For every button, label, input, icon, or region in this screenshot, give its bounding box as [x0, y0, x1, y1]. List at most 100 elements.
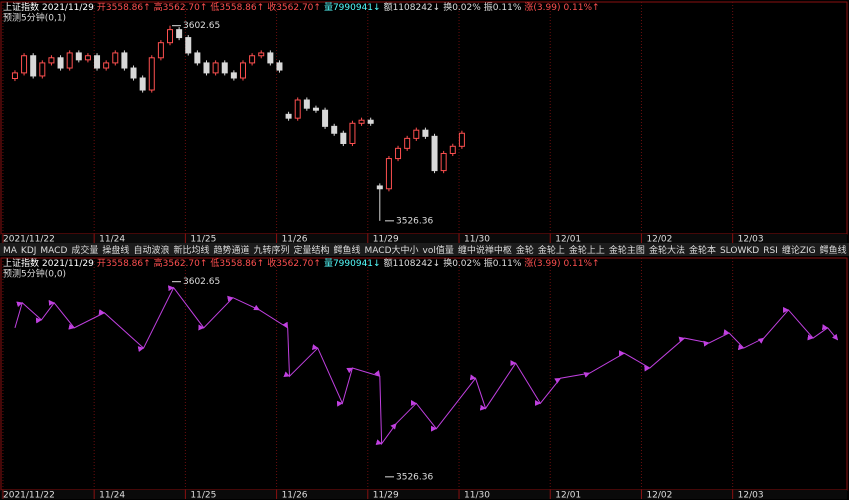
x-tick-label: 11/24	[99, 235, 125, 245]
candle-body	[312, 107, 319, 111]
info-item: 换0.02%	[443, 1, 481, 13]
candle-body	[48, 57, 55, 64]
candle-body	[422, 129, 429, 137]
toolbar-item[interactable]: RSI	[763, 246, 778, 256]
candle-body	[75, 52, 82, 61]
toolbar-item[interactable]: 鳄鱼线（原始）	[820, 244, 849, 256]
candle-body	[303, 99, 310, 109]
toolbar-item[interactable]: 金轮上上	[569, 244, 605, 256]
info-item: 涨(3.99)	[524, 2, 560, 13]
candle-body	[376, 185, 383, 190]
toolbar-item[interactable]: 金轮本	[689, 244, 716, 256]
date-bar	[1, 234, 847, 243]
x-tick-label: 11/26	[282, 491, 308, 500]
candle-body	[404, 137, 411, 149]
info-item: 0.11%↑	[563, 259, 599, 269]
info-line: 上证指数 2021/11/29 开3558.86↑ 高3562.70↑ 低3558.86…	[3, 1, 600, 13]
candle-body	[413, 129, 420, 139]
candle-body	[249, 55, 256, 64]
toolbar-item[interactable]: SLOWKD	[720, 246, 759, 256]
candle-body	[39, 62, 46, 77]
info-item: 上证指数	[3, 257, 39, 269]
candle-body	[239, 62, 246, 79]
toolbar-item[interactable]: MA	[3, 246, 18, 256]
candle-body	[349, 122, 356, 144]
info-item: 低3558.86↑	[210, 257, 264, 269]
info-item: 额1108242↓	[384, 257, 441, 269]
toolbar-item[interactable]: 鳄鱼线	[334, 244, 361, 256]
subtitle: 预测5分钟(0,0)	[3, 268, 66, 280]
toolbar-item[interactable]: 趋势通道	[213, 244, 249, 256]
info-item: 量7990941↓	[324, 2, 381, 13]
info-item: 高3562.70↑	[154, 257, 208, 269]
candle-body	[258, 52, 265, 57]
x-tick-label: 12/02	[646, 235, 672, 245]
candle-body	[121, 52, 128, 69]
candle-body	[94, 55, 101, 69]
info-item: 收3562.70↑	[267, 257, 321, 269]
candle-body	[367, 119, 374, 124]
x-tick-label: 11/26	[282, 235, 308, 245]
toolbar-item[interactable]: 定量结构	[294, 244, 330, 256]
toolbar-bg	[0, 243, 849, 256]
toolbar-item[interactable]: MACD大中小	[365, 244, 419, 256]
toolbar: MA KDJ MACD 成交量 操盘线 自动波浪 新比均线 趋势通道 九转序列 定量结构 鳄鱼线 MA…	[3, 244, 849, 256]
candle-body	[167, 29, 174, 44]
x-tick-label: 11/29	[373, 491, 399, 500]
candle-body	[139, 77, 146, 91]
x-tick-label: 2021/11/22	[3, 491, 55, 500]
info-item: 换0.02%	[443, 257, 481, 269]
info-item: 2021/11/29	[42, 259, 94, 269]
x-tick-label: 12/02	[646, 491, 672, 500]
x-tick-label: 12/03	[738, 491, 764, 500]
info-item: 额1108242↓	[384, 1, 441, 13]
info-item: 振0.11%	[484, 1, 522, 13]
x-tick-label: 2021/11/22	[3, 235, 55, 245]
candle-body	[358, 119, 365, 124]
info-line: 上证指数 2021/11/29 开3558.86↑ 高3562.70↑ 低3558.86…	[3, 257, 600, 269]
candle-body	[130, 67, 137, 79]
candle-body	[449, 145, 456, 154]
x-tick-label: 11/30	[464, 235, 490, 245]
x-tick-label: 11/29	[373, 235, 399, 245]
candle-body	[176, 29, 183, 39]
candle-body	[331, 125, 338, 134]
info-item: 收3562.70↑	[267, 1, 321, 13]
toolbar-item[interactable]: 缠论ZIG	[782, 244, 816, 256]
info-item: 涨(3.99)	[524, 258, 560, 269]
info-item: 量7990941↓	[324, 258, 381, 269]
info-item: 低3558.86↑	[210, 1, 264, 13]
x-tick-label: 11/25	[190, 491, 216, 500]
toolbar-item[interactable]: 成交量	[71, 244, 98, 256]
candle-body	[340, 132, 347, 144]
candle-body	[84, 55, 91, 61]
candle-body	[322, 109, 329, 127]
candle-body	[185, 37, 192, 54]
toolbar-item[interactable]: 操盘线	[102, 244, 129, 256]
candle-body	[194, 52, 201, 64]
toolbar-item[interactable]: KDJ	[21, 246, 37, 256]
date-bar	[1, 490, 847, 499]
x-tick-label: 12/01	[555, 491, 581, 500]
toolbar-item[interactable]: 新比均线	[173, 244, 209, 256]
toolbar-item[interactable]: 金轮上	[538, 244, 565, 256]
toolbar-item[interactable]: MACD	[40, 246, 67, 256]
toolbar-item[interactable]: vol值量	[423, 244, 454, 256]
info-item: 2021/11/29	[42, 3, 94, 13]
info-item: 开3558.86↑	[97, 2, 151, 13]
candle-body	[440, 152, 447, 172]
x-tick-label: 12/01	[555, 235, 581, 245]
annotation: 3602.65	[183, 277, 220, 287]
toolbar-item[interactable]: 金轮	[516, 244, 534, 256]
subtitle: 预测5分钟(0,1)	[3, 12, 66, 24]
candle-body	[431, 135, 438, 172]
annotation: 3602.65	[183, 21, 220, 31]
toolbar-item[interactable]: 自动波浪	[133, 244, 169, 256]
toolbar-item[interactable]: 金轮主图	[609, 244, 645, 256]
toolbar-item[interactable]: 金轮大法	[649, 244, 685, 256]
candle-body	[395, 147, 402, 160]
toolbar-item[interactable]: 九转序列	[253, 244, 289, 256]
toolbar-item[interactable]: 缠中说禅中枢	[458, 244, 512, 256]
candle-body	[11, 72, 18, 80]
